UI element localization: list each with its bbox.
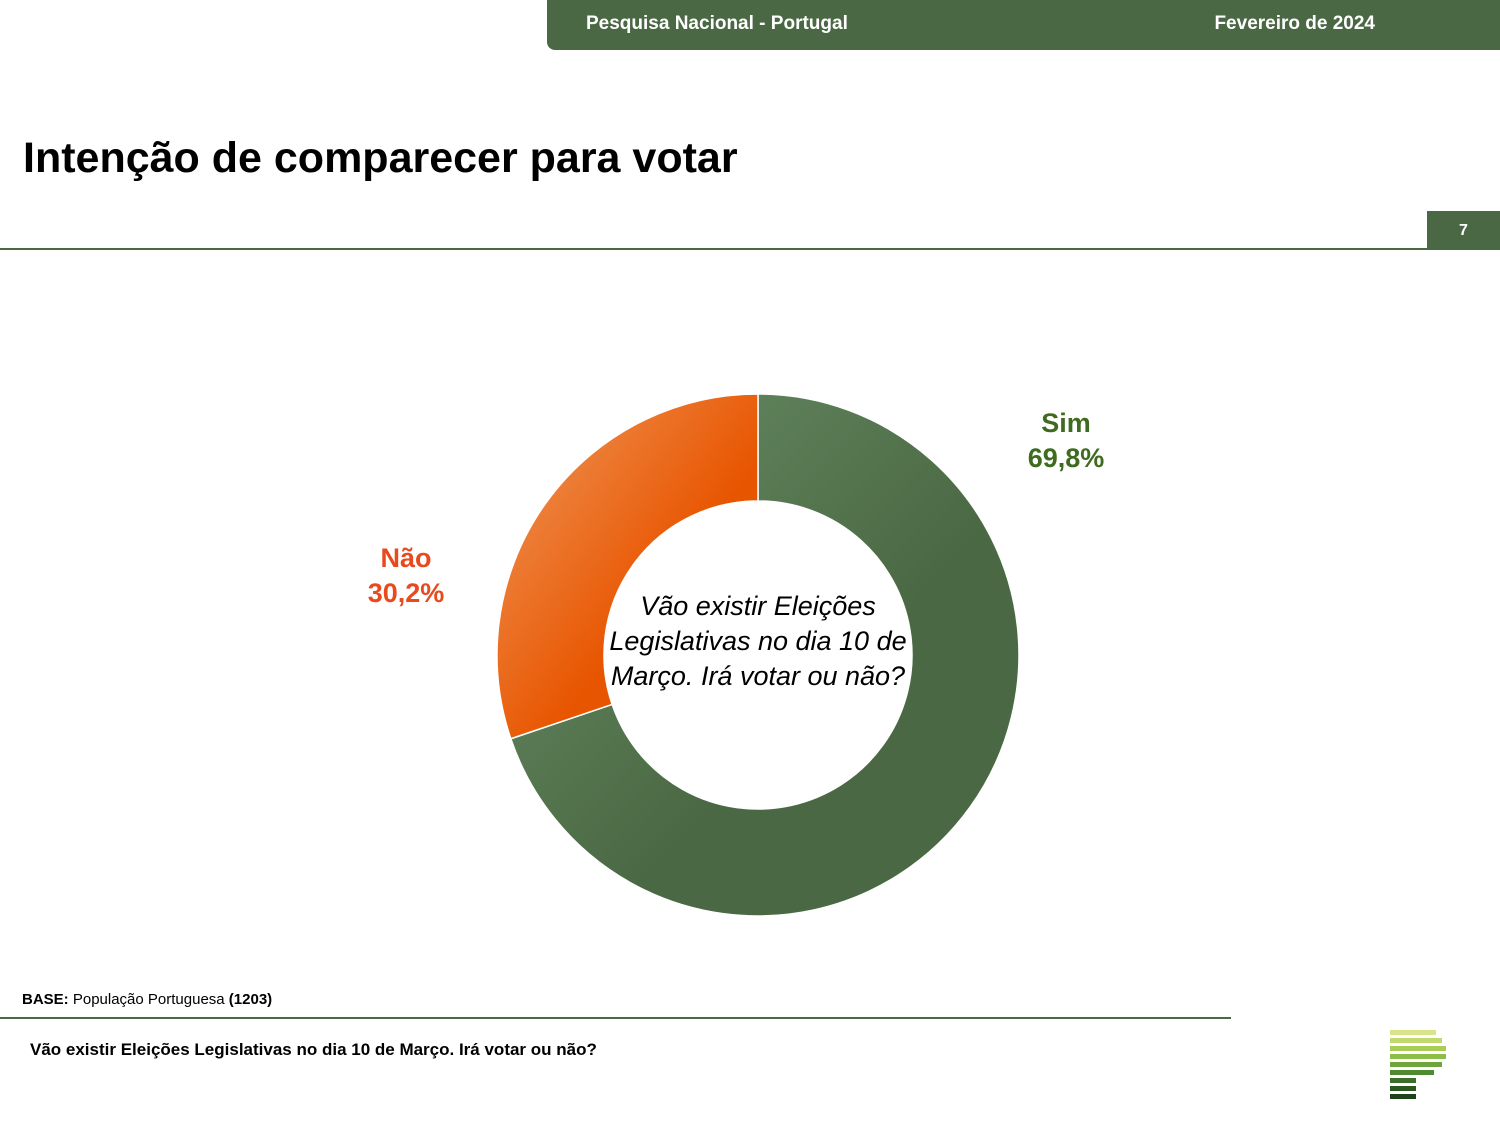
survey-date: Fevereiro de 2024 [1214,13,1375,34]
slice-label-nao: Não 30,2% [345,541,467,611]
slice-label-sim-name: Sim [1041,408,1091,438]
donut-slice-sim [509,393,1020,917]
header-bar: Pesquisa Nacional - Portugal Fevereiro d… [547,0,1500,50]
slice-label-sim: Sim 69,8% [1005,406,1127,476]
survey-title: Pesquisa Nacional - Portugal [586,13,848,34]
base-note: BASE: População Portuguesa (1203) [22,991,272,1008]
footer-question: Vão existir Eleições Legislativas no dia… [30,1040,597,1059]
base-prefix: BASE: [22,991,69,1008]
footer-divider [0,1017,1231,1019]
donut-slice-nao [496,393,759,740]
page-number: 7 [1427,211,1500,250]
title-divider [0,248,1427,250]
page-title: Intenção de comparecer para votar [23,134,738,182]
donut-center-question: Vão existir Eleições Legislativas no dia… [609,591,907,691]
slice-label-sim-value: 69,8% [1027,443,1105,473]
slice-label-nao-value: 30,2% [367,578,445,608]
base-count: (1203) [228,991,273,1008]
striped-p-logo-icon [1390,1030,1450,1100]
base-text: População Portuguesa [72,991,225,1008]
slice-label-nao-name: Não [380,543,432,573]
